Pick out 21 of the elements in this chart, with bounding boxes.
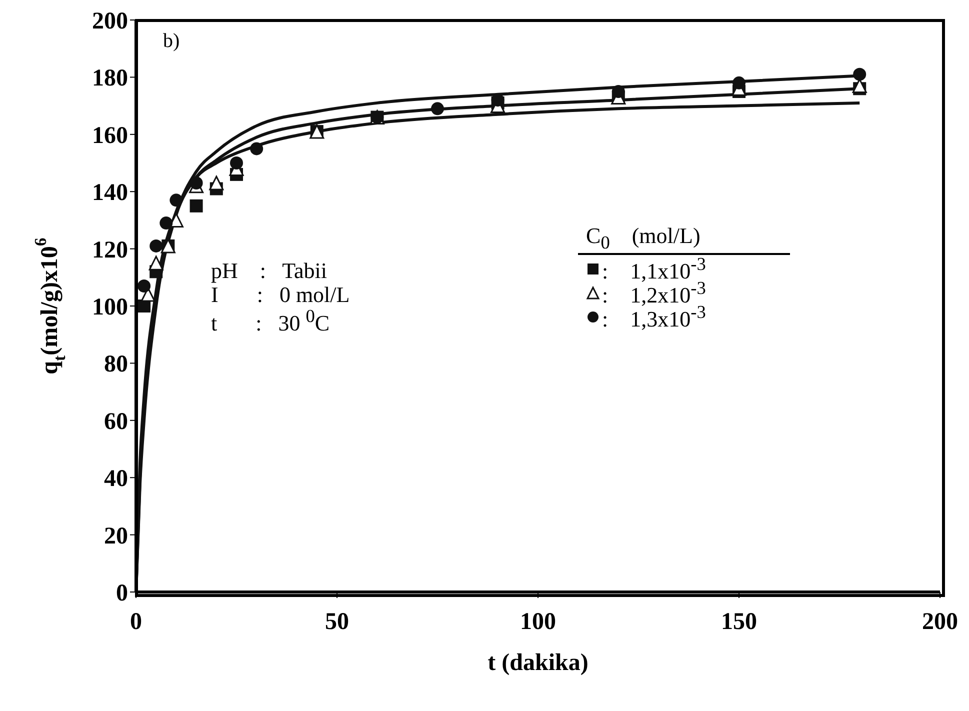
x-tick-label: 150 bbox=[721, 609, 757, 636]
y-tick-label: 180 bbox=[92, 66, 128, 92]
y-tick-label: 80 bbox=[104, 352, 128, 378]
legend-title: C$_{0}$ (mol/L) bbox=[578, 223, 790, 256]
y-tick-label: 0 bbox=[116, 580, 128, 607]
annotation: pH : Tabii bbox=[211, 258, 327, 284]
y-tick-label: 40 bbox=[104, 466, 128, 492]
x-tick-label: 100 bbox=[520, 609, 556, 636]
annotation: t : 30 $^{0}$C bbox=[211, 306, 330, 336]
y-tick-label: 20 bbox=[104, 523, 128, 550]
y-tick-label: 60 bbox=[104, 408, 128, 435]
annotation: I : 0 mol/L bbox=[211, 282, 350, 308]
y-tick-label: 120 bbox=[92, 237, 128, 264]
x-tick-label: 200 bbox=[922, 609, 958, 636]
y-tick-label: 140 bbox=[92, 180, 128, 206]
y-tick-label: 160 bbox=[92, 122, 128, 149]
annotation: b) bbox=[163, 30, 180, 53]
x-axis-title: t (dakika) bbox=[488, 650, 588, 676]
y-tick-label: 100 bbox=[92, 294, 128, 321]
x-tick-label: 50 bbox=[325, 609, 349, 636]
y-tick-label: 200 bbox=[92, 8, 128, 35]
